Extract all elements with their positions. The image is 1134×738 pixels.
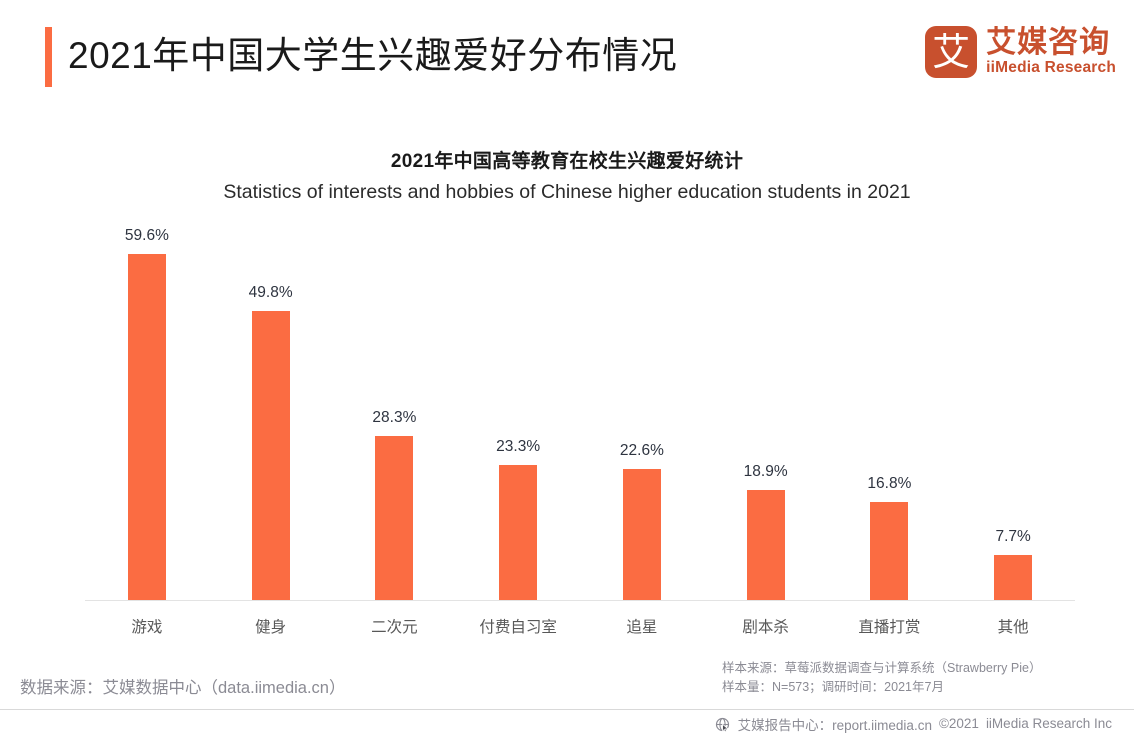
- data-source-note: 数据来源：艾媒数据中心（data.iimedia.cn）: [20, 679, 346, 697]
- footer-bar: 艾媒报告中心：report.iimedia.cn ©2021 iiMedia R…: [0, 710, 1134, 737]
- bar-value-label: 7.7%: [995, 528, 1031, 546]
- copyright-year: ©2021: [938, 716, 979, 731]
- report-center-link[interactable]: 艾媒报告中心：report.iimedia.cn: [737, 717, 932, 733]
- title-accent-bar: [45, 27, 52, 87]
- x-axis-label: 健身: [255, 619, 287, 636]
- bar-value-label: 23.3%: [496, 437, 541, 455]
- page-title: 2021年中国大学生兴趣爱好分布情况: [68, 35, 678, 76]
- bar-group: 23.3%: [456, 240, 580, 600]
- bar[interactable]: [499, 464, 538, 600]
- logo-glyph: 艾: [932, 30, 971, 74]
- x-axis-label: 其他: [997, 619, 1029, 636]
- logo-text: 艾媒咨询 iiMedia Research: [986, 27, 1116, 77]
- bar[interactable]: [870, 502, 909, 600]
- brand-logo: 艾 艾媒咨询 iiMedia Research: [925, 24, 1116, 80]
- x-axis-label: 剧本杀: [742, 619, 789, 636]
- bar[interactable]: [375, 435, 414, 600]
- x-axis-label: 二次元: [371, 619, 418, 636]
- bar-group: 22.6%: [580, 240, 704, 600]
- bar-value-label: 18.9%: [743, 463, 788, 481]
- chart-plot-area: 59.6% 49.8% 28.3% 23.3% 22.6% 18.9% 16.8% 7.7%: [85, 227, 1075, 601]
- bar-group: 49.8%: [209, 240, 333, 600]
- logo-mark-icon: 艾: [925, 26, 978, 78]
- bar-group: 59.6%: [85, 227, 209, 600]
- bar[interactable]: [994, 555, 1033, 600]
- logo-name-en: iiMedia Research: [986, 59, 1116, 76]
- bar-series: 59.6% 49.8% 28.3% 23.3% 22.6% 18.9% 16.8% 7.7%: [85, 227, 1075, 600]
- x-axis-tick-labels: 游戏 健身 二次元 付费自习室 追星 剧本杀 直播打赏 其他: [85, 615, 1075, 637]
- chart-title-cn: 2021年中国高等教育在校生兴趣爱好统计: [390, 151, 744, 172]
- bar-group: 28.3%: [333, 240, 457, 600]
- bar-value-label: 22.6%: [619, 441, 664, 459]
- sample-size-note: 样本量：N=573；调研时间：2021年7月: [722, 680, 944, 694]
- bar-group: 16.8%: [828, 240, 952, 600]
- footer-divider: [0, 709, 1134, 710]
- bar-group: 18.9%: [704, 240, 828, 600]
- bar-value-label: 16.8%: [867, 475, 912, 493]
- sample-notes: 样本来源：草莓派数据调查与计算系统（Strawberry Pie） 样本量：N=…: [722, 659, 1112, 697]
- bar-value-label: 59.6%: [124, 226, 169, 244]
- company-name: iiMedia Research Inc: [985, 716, 1112, 731]
- globe-icon: [715, 717, 731, 733]
- sample-source-note: 样本来源：草莓派数据调查与计算系统（Strawberry Pie）: [722, 661, 1042, 675]
- x-axis-label: 付费自习室: [479, 619, 557, 636]
- bar[interactable]: [251, 310, 290, 600]
- bar-value-label: 49.8%: [248, 283, 293, 301]
- bar-value-label: 28.3%: [372, 408, 417, 426]
- chart-title-en: Statistics of interests and hobbies of C…: [223, 181, 911, 203]
- x-axis-label: 追星: [626, 619, 658, 636]
- x-axis-label: 直播打赏: [858, 619, 921, 636]
- page-header: 2021年中国大学生兴趣爱好分布情况 艾 艾媒咨询 iiMedia Resear…: [0, 0, 1134, 110]
- bar-group: 7.7%: [951, 240, 1075, 600]
- bar[interactable]: [622, 468, 661, 600]
- x-axis-label: 游戏: [131, 619, 163, 636]
- bar[interactable]: [746, 490, 785, 600]
- bar[interactable]: [127, 253, 166, 600]
- x-axis-line: [85, 599, 1075, 601]
- logo-name-cn: 艾媒咨询: [986, 26, 1111, 59]
